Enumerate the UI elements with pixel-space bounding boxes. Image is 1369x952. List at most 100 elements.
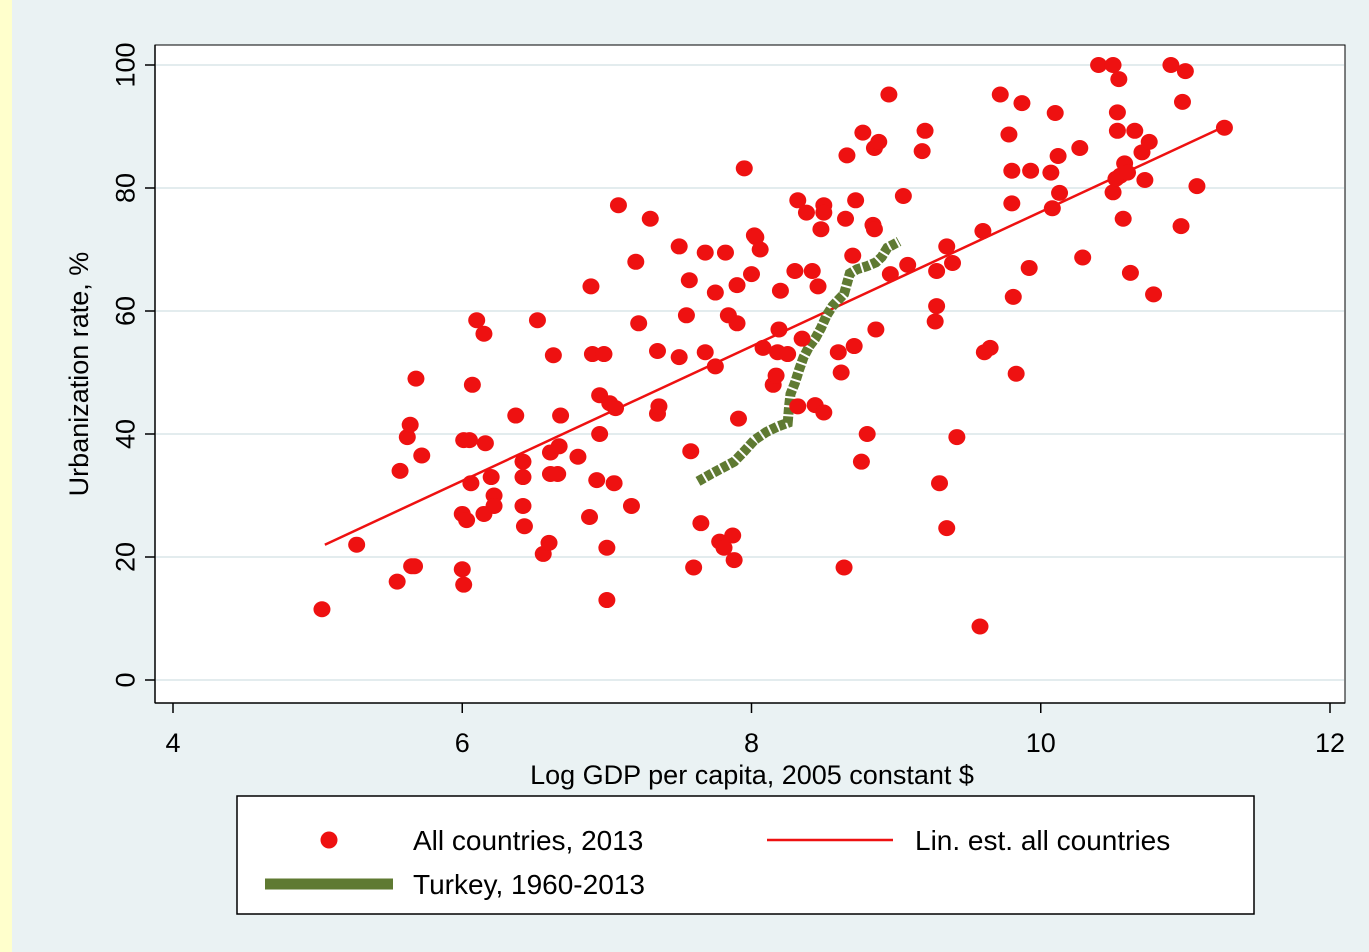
data-point	[728, 277, 746, 294]
data-point	[515, 518, 533, 535]
data-point	[458, 512, 476, 529]
data-point	[1173, 93, 1191, 110]
data-point	[413, 447, 431, 464]
data-point	[928, 263, 946, 280]
data-point	[867, 321, 885, 338]
data-point	[832, 364, 850, 381]
data-point	[598, 539, 616, 556]
data-point	[648, 342, 666, 359]
x-tick-label: 12	[1315, 728, 1345, 758]
data-point	[1020, 259, 1038, 276]
data-point	[928, 298, 946, 315]
turkey-line	[695, 237, 902, 486]
data-point	[313, 601, 331, 618]
data-point	[482, 469, 500, 486]
data-point	[789, 192, 807, 209]
data-point	[463, 376, 481, 393]
data-point	[514, 469, 532, 486]
y-tick-label: 60	[110, 296, 140, 326]
data-point	[1051, 184, 1069, 201]
data-point	[1013, 95, 1031, 112]
data-point	[1172, 218, 1190, 235]
data-point	[706, 284, 724, 301]
data-point	[475, 325, 493, 342]
data-point	[1215, 119, 1233, 136]
x-ticks: 4 6 8 10 12	[165, 703, 1345, 758]
data-point	[514, 453, 532, 470]
data-point	[680, 272, 698, 289]
data-point	[870, 133, 888, 150]
data-point	[743, 266, 760, 283]
data-point	[728, 315, 746, 332]
data-point	[348, 536, 366, 553]
data-point	[812, 221, 830, 238]
data-point	[793, 330, 811, 347]
data-point	[622, 497, 640, 514]
data-point	[1004, 288, 1022, 305]
data-point	[1042, 164, 1060, 181]
data-point	[1140, 133, 1158, 150]
turkey-series	[695, 237, 902, 486]
data-point	[677, 307, 695, 324]
data-point	[514, 497, 532, 514]
data-point	[476, 435, 494, 452]
data-point	[971, 618, 989, 635]
y-tick-label: 80	[110, 173, 140, 203]
data-point	[1136, 172, 1154, 189]
data-point	[815, 404, 833, 421]
data-point	[991, 86, 1009, 103]
data-point	[926, 313, 944, 330]
data-point	[391, 462, 409, 479]
axes	[154, 45, 1345, 704]
data-point	[627, 253, 645, 270]
data-point	[767, 367, 785, 384]
plot-area	[154, 44, 1346, 704]
y-tick-label: 0	[110, 672, 140, 687]
data-point	[1071, 140, 1089, 157]
legend-marker-countries	[320, 831, 338, 849]
data-point	[598, 592, 616, 609]
data-point	[460, 432, 478, 449]
data-point	[1108, 122, 1126, 139]
data-point	[829, 344, 847, 361]
data-point	[948, 429, 966, 446]
data-point	[550, 438, 568, 455]
x-tick-label: 8	[744, 728, 759, 758]
data-point	[880, 86, 898, 103]
data-point	[724, 527, 742, 544]
y-tick-label: 40	[110, 419, 140, 449]
data-point	[770, 321, 788, 338]
data-point	[944, 255, 962, 272]
data-point	[865, 221, 883, 238]
data-point	[1090, 57, 1108, 73]
countries-points	[313, 57, 1233, 635]
data-point	[706, 358, 724, 375]
data-point	[552, 407, 570, 424]
data-point	[1022, 162, 1040, 179]
legend-label-countries: All countries, 2013	[413, 825, 643, 856]
data-point	[1162, 57, 1180, 73]
y-tick-label: 20	[110, 542, 140, 572]
data-point	[1188, 178, 1206, 195]
data-point	[1046, 104, 1064, 121]
data-point	[1145, 286, 1163, 303]
data-point	[1003, 195, 1021, 212]
data-point	[630, 315, 648, 332]
data-point	[916, 122, 934, 139]
data-point	[1126, 122, 1144, 139]
y-tick-label: 100	[110, 42, 140, 87]
data-point	[670, 238, 688, 255]
data-point	[455, 576, 473, 593]
data-point	[696, 344, 714, 361]
data-point	[650, 398, 668, 415]
data-point	[1043, 200, 1061, 217]
data-point	[747, 229, 765, 246]
data-point	[682, 443, 700, 460]
data-point	[751, 241, 769, 258]
data-point	[838, 147, 856, 164]
data-point	[754, 339, 772, 356]
data-point	[1104, 57, 1122, 73]
data-point	[1114, 210, 1132, 227]
data-point	[735, 160, 753, 177]
data-point	[696, 244, 714, 261]
